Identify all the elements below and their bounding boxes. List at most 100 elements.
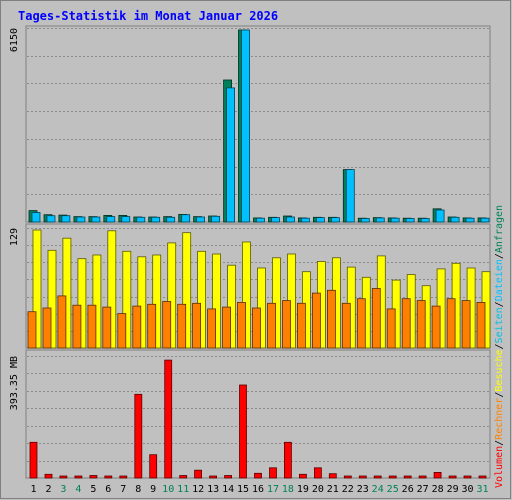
bar-volumen-day-26: [403, 475, 412, 479]
x-tick-label-day-3: 3: [60, 484, 66, 495]
bar-dateien-day-2: [46, 215, 56, 223]
x-tick-label-day-27: 27: [417, 484, 429, 495]
bar-besuche-day-9: [152, 254, 162, 349]
bar-rechner-day-27: [416, 300, 426, 349]
bar-dateien-day-27: [420, 218, 430, 223]
bar-besuche-day-11: [182, 232, 192, 349]
bar-rechner-day-21: [326, 289, 336, 349]
bar-dateien-day-25: [390, 217, 400, 223]
bar-volumen-day-1: [29, 441, 38, 479]
bar-rechner-day-16: [252, 307, 261, 349]
bar-dateien-day-30: [465, 217, 475, 223]
x-tick-label-day-26: 26: [402, 484, 414, 495]
panel-2-max-label: 129: [9, 228, 20, 246]
legend-item-volumen: Volumen: [494, 446, 505, 488]
bar-besuche-day-8: [137, 256, 147, 349]
bar-dateien-day-3: [61, 215, 71, 223]
bar-volumen-day-12: [194, 469, 203, 479]
bar-volumen-day-17: [269, 467, 277, 479]
bar-dateien-day-24: [375, 217, 385, 223]
bar-dateien-day-1: [31, 212, 41, 223]
legend-separator: /: [494, 392, 505, 398]
bar-volumen-day-6: [104, 475, 113, 479]
bar-dateien-day-5: [91, 216, 101, 223]
x-tick-label-day-7: 7: [120, 484, 126, 495]
x-tick-label-day-6: 6: [105, 484, 111, 495]
bar-rechner-day-15: [237, 301, 246, 349]
x-tick-label-day-21: 21: [327, 484, 339, 495]
x-tick-label-day-20: 20: [312, 484, 324, 495]
bar-volumen-day-2: [44, 473, 53, 479]
x-tick-label-day-14: 14: [222, 484, 234, 495]
x-tick-label-day-1: 1: [30, 484, 36, 495]
bar-rechner-day-3: [57, 295, 67, 349]
bar-dateien-day-9: [151, 216, 161, 223]
legend-separator: /: [494, 343, 505, 349]
bar-rechner-day-28: [431, 305, 441, 349]
bar-rechner-day-5: [87, 304, 97, 349]
bar-besuche-day-13: [212, 253, 222, 349]
bar-rechner-day-12: [192, 302, 202, 349]
bar-rechner-day-4: [72, 304, 82, 349]
bar-dateien-day-16: [256, 217, 265, 223]
x-tick-label-day-5: 5: [90, 484, 96, 495]
x-tick-label-day-30: 30: [461, 484, 473, 495]
bar-rechner-day-9: [147, 303, 157, 349]
bar-besuche-day-7: [122, 250, 132, 349]
bar-rechner-day-1: [27, 311, 37, 349]
bar-rechner-day-31: [476, 301, 486, 349]
bar-rechner-day-19: [296, 302, 306, 349]
bar-volumen-day-14: [224, 475, 233, 479]
panel-3-max-label: 393.35 MB: [9, 356, 20, 410]
x-tick-label-day-12: 12: [192, 484, 204, 495]
bar-volumen-day-24: [373, 475, 382, 479]
bar-besuche-day-4: [77, 258, 87, 349]
bar-besuche-day-5: [92, 254, 102, 349]
bar-volumen-day-27: [418, 475, 427, 479]
bar-besuche-day-12: [197, 250, 207, 349]
bar-volumen-day-29: [448, 475, 457, 479]
bar-rechner-day-13: [207, 308, 217, 349]
x-tick-label-day-8: 8: [135, 484, 141, 495]
bar-dateien-day-21: [330, 217, 340, 223]
bar-rechner-day-11: [177, 303, 187, 349]
bar-dateien-day-31: [480, 217, 490, 223]
bar-rechner-day-24: [371, 288, 381, 349]
x-tick-label-day-10: 10: [162, 484, 174, 495]
bar-volumen-day-15: [239, 384, 247, 479]
bar-volumen-day-13: [209, 475, 218, 479]
x-tick-label-day-24: 24: [372, 484, 384, 495]
bar-volumen-day-21: [328, 473, 337, 479]
x-tick-label-day-13: 13: [207, 484, 219, 495]
bar-volumen-day-28: [433, 471, 442, 479]
bar-volumen-day-20: [313, 467, 322, 479]
bar-volumen-day-8: [134, 393, 143, 479]
panel-3-frame: [25, 349, 491, 479]
bar-dateien-day-6: [106, 216, 116, 223]
bar-rechner-day-17: [267, 302, 276, 349]
legend-item-dateien: Dateien: [494, 259, 505, 301]
bar-rechner-day-18: [282, 300, 291, 349]
bar-besuche-day-15: [242, 241, 251, 349]
bar-dateien-day-10: [166, 216, 176, 223]
x-tick-label-day-9: 9: [150, 484, 156, 495]
legend: Volumen/Rechner/Besuche/Seiten/Dateien/A…: [494, 205, 505, 488]
bar-besuche-day-2: [47, 249, 57, 349]
x-tick-label-day-22: 22: [342, 484, 354, 495]
bar-volumen-day-7: [119, 475, 128, 479]
bar-volumen-day-5: [89, 475, 98, 479]
x-tick-label-day-4: 4: [75, 484, 81, 495]
x-tick-label-day-17: 17: [267, 484, 279, 495]
bar-dateien-day-15: [241, 29, 250, 223]
bar-dateien-day-29: [450, 216, 460, 223]
bar-dateien-day-26: [405, 218, 415, 223]
bar-volumen-day-25: [388, 475, 397, 479]
bar-dateien-day-4: [76, 216, 86, 223]
bar-rechner-day-23: [356, 298, 366, 349]
legend-separator: /: [494, 301, 505, 307]
bar-rechner-day-22: [341, 302, 351, 349]
bar-volumen-day-4: [74, 475, 83, 479]
bar-dateien-day-20: [315, 217, 325, 223]
bar-volumen-day-19: [298, 473, 307, 479]
